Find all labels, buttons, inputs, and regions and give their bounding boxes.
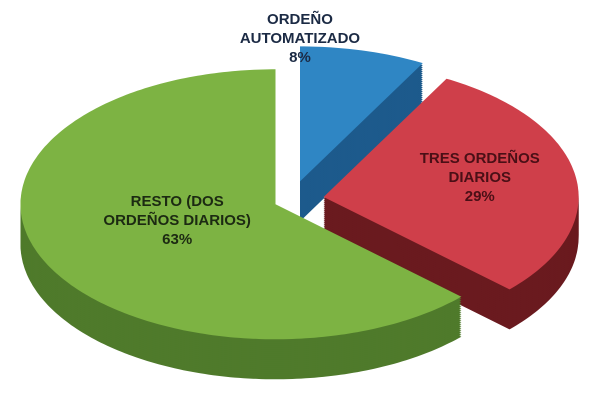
category-name: ORDEÑO AUTOMATIZADO xyxy=(239,11,361,47)
slice-label: TRES ORDEÑOS DIARIOS 29% xyxy=(400,149,560,206)
category-name: TRES ORDEÑOS DIARIOS xyxy=(419,149,540,186)
slice xyxy=(323,78,579,290)
value-label: 63% xyxy=(162,230,193,248)
slice xyxy=(20,69,462,340)
value-label: 8% xyxy=(289,49,311,66)
slice-label: ORDEÑO AUTOMATIZADO 8% xyxy=(230,10,370,67)
slice-label: RESTO (DOS ORDEÑOS DIARIOS) 63% xyxy=(97,192,257,249)
category-name: RESTO (DOS ORDEÑOS DIARIOS) xyxy=(103,192,251,229)
value-label: 29% xyxy=(464,187,495,205)
slice xyxy=(300,46,423,182)
